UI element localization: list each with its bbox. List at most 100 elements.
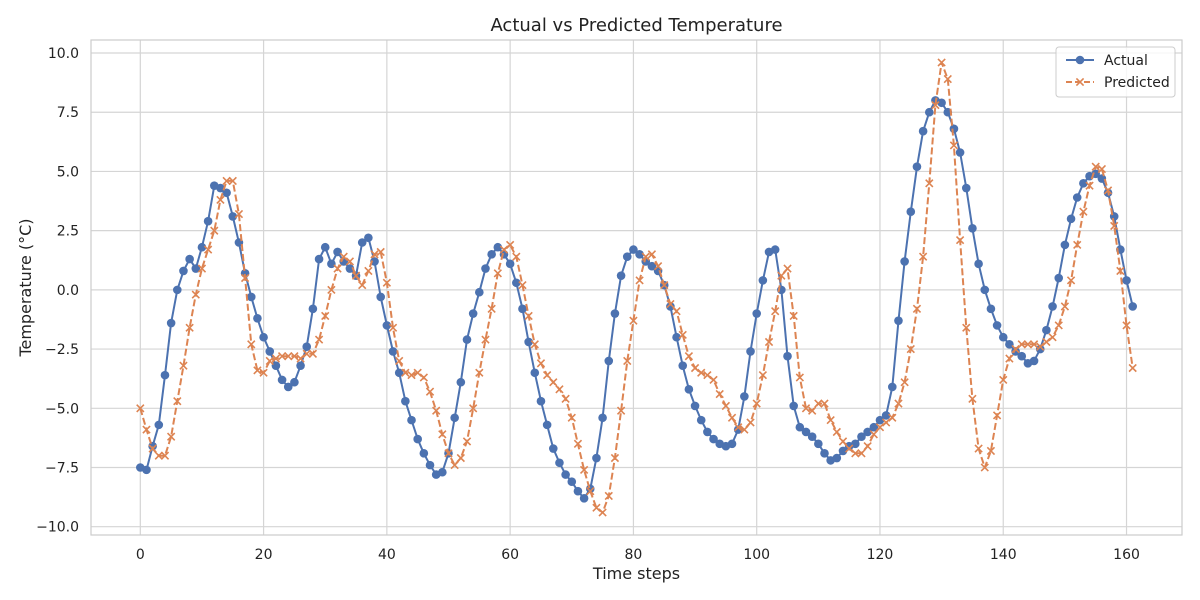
- data-point-predicted: [327, 285, 336, 295]
- data-point-predicted: [468, 404, 478, 413]
- data-point-predicted: [629, 316, 638, 325]
- data-point-predicted: [376, 247, 385, 257]
- data-point-predicted: [166, 432, 176, 441]
- data-point-actual: [832, 453, 842, 463]
- data-point-actual: [924, 107, 934, 117]
- data-point-actual: [672, 332, 681, 342]
- data-point-actual: [592, 453, 601, 463]
- data-point-predicted: [826, 415, 835, 425]
- data-point-actual: [992, 321, 1002, 330]
- data-point-predicted: [875, 423, 885, 432]
- data-point-actual: [727, 439, 737, 449]
- data-point-predicted: [247, 340, 256, 349]
- data-point-predicted: [666, 299, 675, 309]
- data-point-predicted: [709, 375, 718, 385]
- data-point-predicted: [949, 141, 959, 150]
- data-point-predicted: [1029, 340, 1039, 349]
- data-point-predicted: [1073, 240, 1082, 250]
- data-point-actual: [863, 427, 872, 437]
- data-point-predicted: [388, 323, 398, 332]
- data-point-predicted: [795, 373, 805, 382]
- data-point-predicted: [838, 437, 848, 446]
- data-point-actual: [857, 432, 866, 442]
- data-point-predicted: [1042, 337, 1051, 347]
- data-point-predicted: [1079, 207, 1088, 216]
- y-tick-label: 0.0: [57, 283, 79, 299]
- data-point-predicted: [475, 368, 484, 377]
- data-point-predicted: [703, 370, 712, 380]
- data-point-predicted: [832, 427, 841, 437]
- y-tick-label: 5.0: [57, 164, 79, 180]
- chart-title: Actual vs Predicted Temperature: [490, 15, 782, 36]
- data-point-actual: [1128, 302, 1137, 311]
- data-point-actual: [869, 422, 879, 432]
- data-point-predicted: [432, 406, 441, 415]
- data-point-actual: [573, 486, 583, 496]
- data-point-actual: [703, 427, 712, 437]
- data-point-predicted: [1116, 266, 1125, 276]
- data-point-predicted: [1128, 363, 1137, 373]
- data-point-predicted: [222, 176, 231, 186]
- data-point-actual: [296, 361, 305, 370]
- data-point-predicted: [672, 307, 681, 316]
- data-point-actual: [370, 257, 379, 266]
- data-point-actual: [622, 252, 632, 262]
- data-point-predicted: [382, 278, 392, 287]
- data-point-actual: [1017, 351, 1027, 361]
- data-point-predicted: [789, 311, 798, 321]
- data-point-actual: [333, 247, 342, 257]
- data-point-actual: [616, 271, 626, 280]
- data-point-predicted: [1066, 276, 1076, 285]
- data-point-predicted: [173, 397, 182, 406]
- data-point-actual: [807, 432, 817, 442]
- data-point-predicted: [321, 311, 330, 321]
- data-point-actual: [327, 259, 336, 269]
- data-point-predicted: [1054, 321, 1063, 330]
- data-point-actual: [555, 458, 564, 468]
- data-point-actual: [986, 304, 996, 314]
- data-point-predicted: [487, 304, 496, 313]
- data-point-predicted: [641, 252, 650, 261]
- data-point-predicted: [931, 100, 940, 110]
- data-point-predicted: [530, 340, 539, 349]
- data-point-actual: [918, 126, 928, 136]
- data-point-predicted: [992, 411, 1002, 420]
- data-point-actual: [277, 375, 287, 385]
- data-point-predicted: [450, 460, 459, 470]
- legend-label-actual: Actual: [1104, 53, 1148, 69]
- data-point-predicted: [240, 273, 250, 283]
- data-point-predicted: [734, 423, 743, 432]
- data-point-actual: [524, 337, 533, 347]
- data-point-predicted: [518, 280, 527, 290]
- data-point-actual: [191, 264, 201, 273]
- data-point-predicted: [968, 394, 977, 403]
- data-point-predicted: [715, 389, 724, 399]
- data-point-predicted: [986, 446, 996, 456]
- data-point-actual: [179, 266, 188, 276]
- data-point-actual: [875, 415, 885, 425]
- x-tick-label: 20: [255, 547, 273, 563]
- data-point-predicted: [456, 453, 465, 463]
- data-point-predicted: [191, 290, 200, 299]
- data-point-actual: [789, 401, 798, 411]
- data-point-predicted: [296, 354, 305, 363]
- data-point-actual: [345, 264, 355, 273]
- data-point-actual: [894, 316, 903, 325]
- data-point-actual: [801, 427, 811, 437]
- data-point-actual: [438, 467, 447, 477]
- data-point-predicted: [777, 271, 786, 280]
- data-point-predicted: [462, 437, 472, 446]
- data-point-actual: [851, 439, 860, 449]
- data-point-actual: [493, 242, 503, 252]
- data-point-predicted: [980, 463, 989, 472]
- data-point-predicted: [401, 368, 410, 377]
- data-point-predicted: [752, 399, 761, 408]
- y-tick-label: −2.5: [45, 342, 79, 358]
- data-point-predicted: [586, 487, 595, 496]
- data-point-actual: [666, 302, 675, 311]
- data-point-actual: [1122, 276, 1131, 285]
- data-point-predicted: [216, 195, 225, 205]
- data-point-predicted: [425, 387, 435, 396]
- data-point-actual: [814, 439, 823, 449]
- data-point-predicted: [185, 323, 194, 332]
